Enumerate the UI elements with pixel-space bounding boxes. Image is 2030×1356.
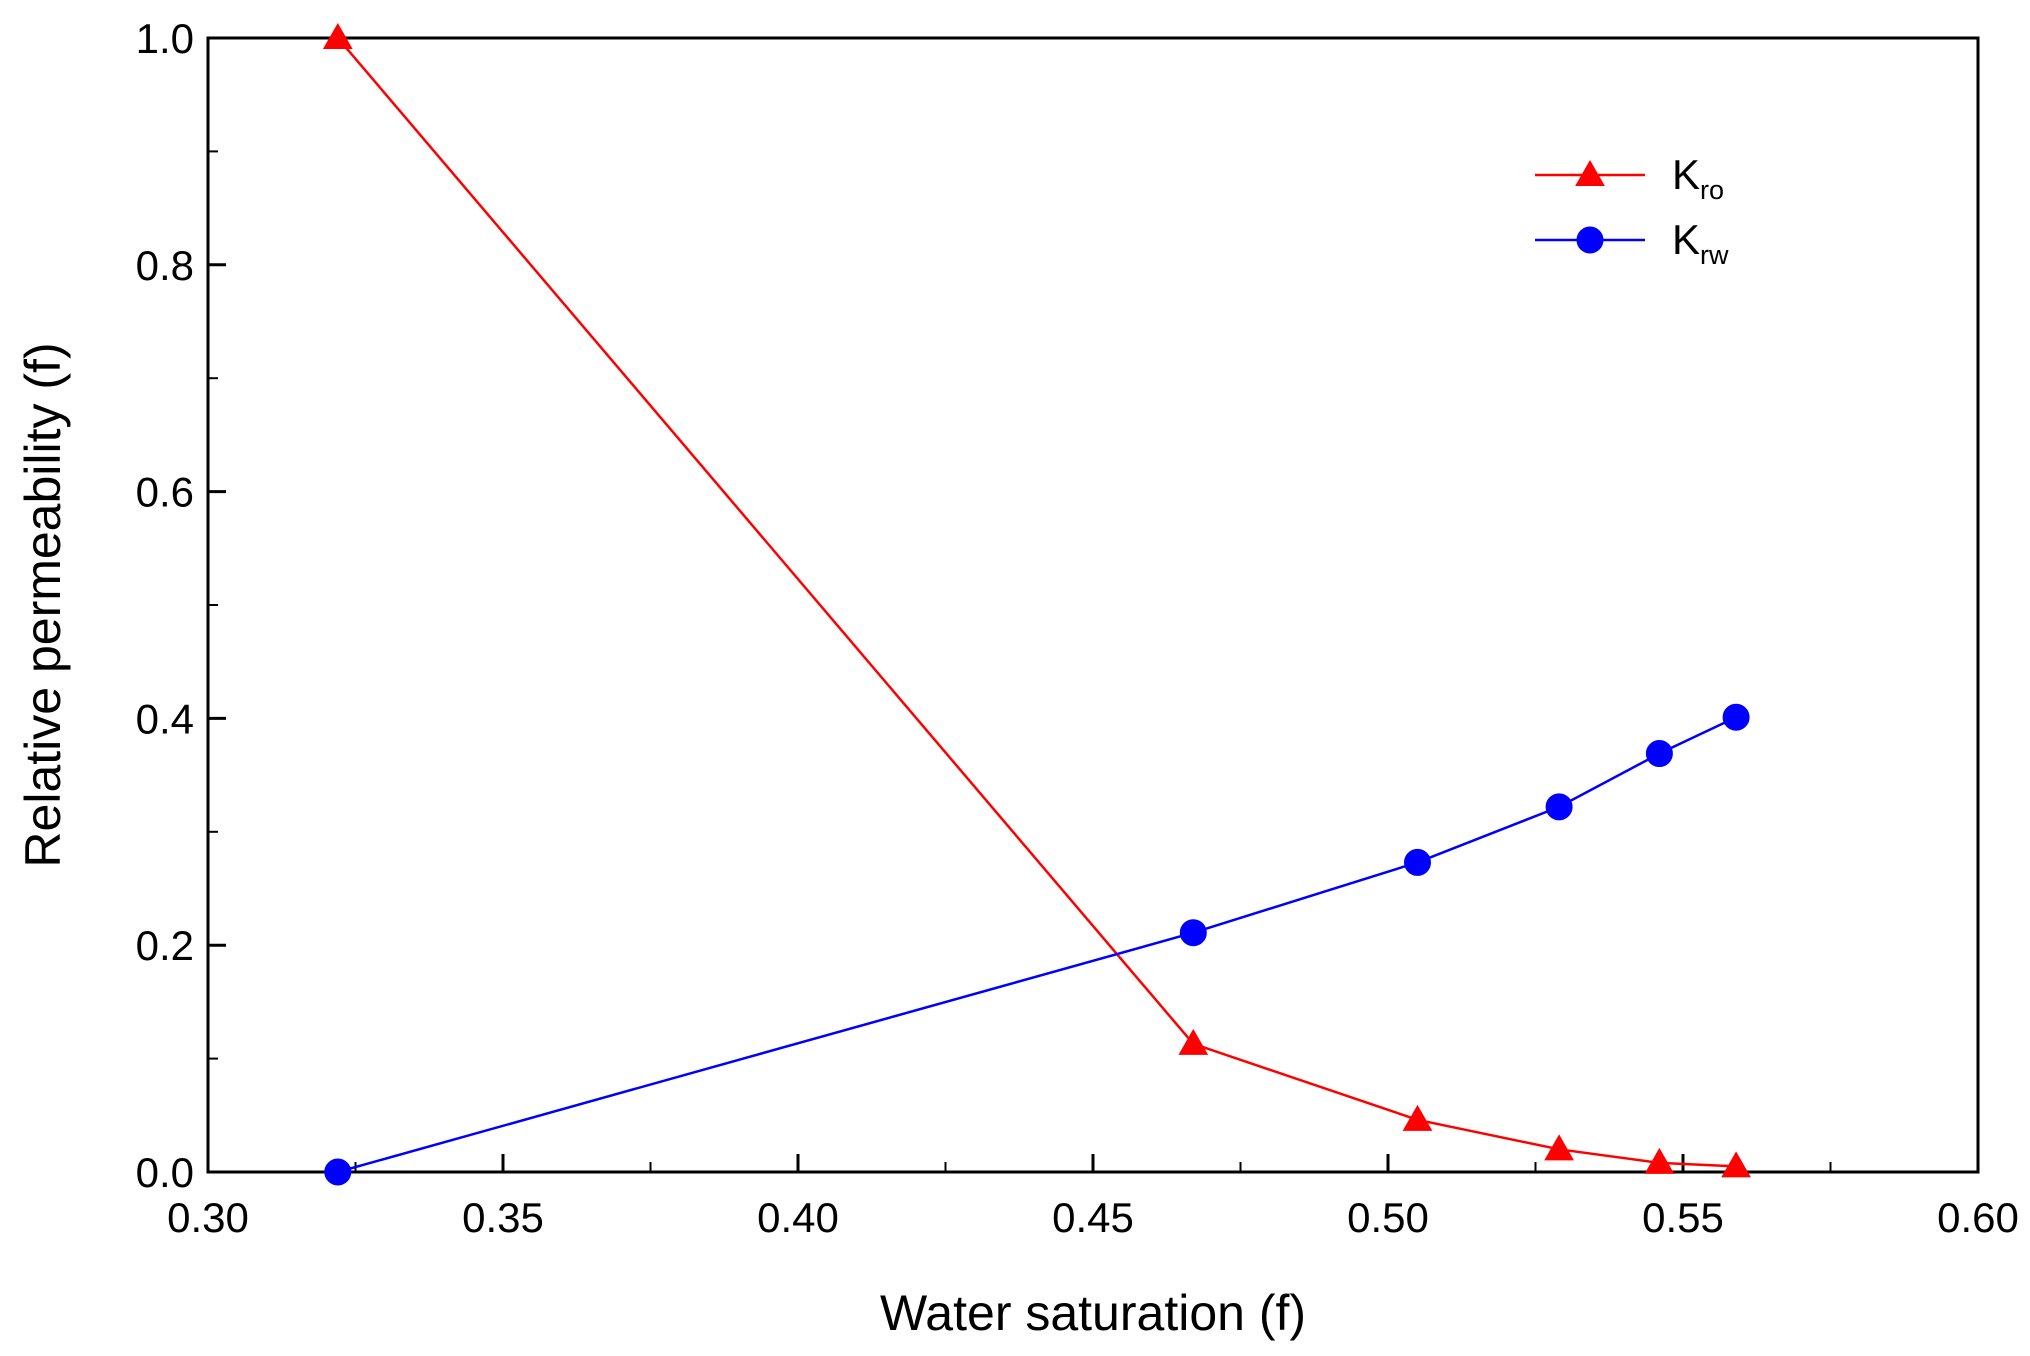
series-krw <box>324 703 1750 1186</box>
series-kro <box>322 22 1751 1178</box>
x-tick-label: 0.60 <box>1937 1194 2019 1241</box>
y-tick-label: 0.8 <box>136 242 194 289</box>
series-layer <box>322 22 1751 1186</box>
data-point-krw <box>324 1158 352 1186</box>
legend-label-kro: K <box>1672 151 1700 198</box>
x-tick-label: 0.55 <box>1642 1194 1724 1241</box>
data-point-krw <box>1179 919 1207 947</box>
data-point-kro <box>1721 1151 1751 1178</box>
data-point-krw <box>1545 793 1573 821</box>
legend-marker-krw <box>1576 226 1604 254</box>
y-tick-label: 0.6 <box>136 469 194 516</box>
legend-label-krw: K <box>1672 216 1700 263</box>
x-tick-label: 0.50 <box>1347 1194 1429 1241</box>
data-point-kro <box>1544 1134 1574 1161</box>
data-point-kro <box>1402 1104 1433 1131</box>
y-tick-label: 0.2 <box>136 922 194 969</box>
data-point-krw <box>1645 740 1673 768</box>
y-tick-label: 1.0 <box>136 15 194 62</box>
y-axis-title: Relative permeability (f) <box>15 342 71 867</box>
data-point-kro <box>322 22 353 49</box>
plot-frame <box>206 36 1980 1174</box>
series-line-krw <box>337 716 1737 1174</box>
data-point-krw <box>1722 703 1750 731</box>
x-tick-label: 0.30 <box>167 1194 249 1241</box>
data-point-kro <box>1644 1147 1675 1174</box>
x-tick-label: 0.40 <box>757 1194 839 1241</box>
series-line-kro <box>336 37 1737 1168</box>
data-point-kro <box>1178 1028 1209 1055</box>
x-tick-label: 0.45 <box>1052 1194 1134 1241</box>
axes-layer: 0.30 0.35 0.40 0.45 0.50 0.55 0.60 0.0 0.2 0.4 0.6… <box>136 15 2019 1241</box>
x-axis-title: Water saturation (f) <box>880 1285 1306 1341</box>
data-point-krw <box>1404 848 1431 876</box>
legend-sublabel-krw: rw <box>1700 240 1729 270</box>
legend-marker-kro <box>1575 159 1605 186</box>
y-tick-label: 0.0 <box>136 1149 194 1196</box>
x-tick-label: 0.35 <box>462 1194 544 1241</box>
legend-sublabel-kro: ro <box>1700 175 1724 205</box>
y-tick-label: 0.4 <box>136 695 194 742</box>
